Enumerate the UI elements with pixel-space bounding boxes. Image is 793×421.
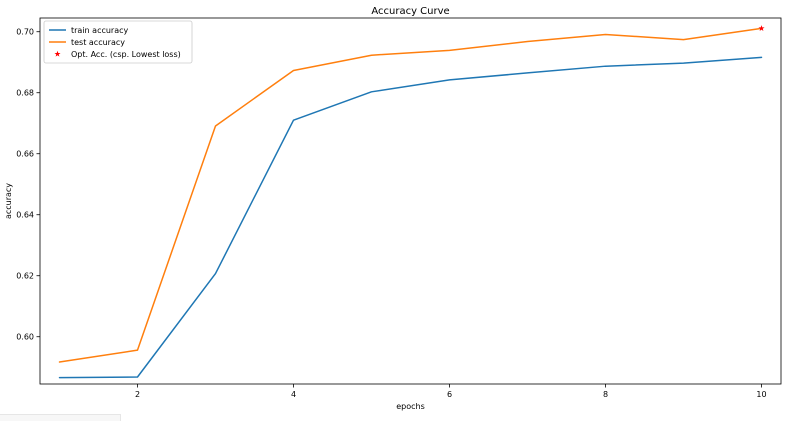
plot-frame [39, 17, 782, 385]
x-tick-label: 4 [291, 390, 296, 399]
legend-box [43, 20, 193, 64]
optimal-accuracy-marker [758, 25, 765, 31]
y-tick-label: 0.64 [16, 211, 34, 220]
x-tick-label: 10 [756, 390, 766, 399]
x-axis-label: epochs [396, 402, 425, 411]
markers [758, 25, 765, 31]
bottom-strip [0, 414, 121, 421]
series-line-test-accuracy [58, 27, 763, 363]
y-axis-label: accuracy [4, 183, 13, 219]
series-lines [58, 27, 763, 379]
legend-entry-label: train accuracy [71, 26, 129, 35]
y-axis-ticks: 0.60 0.62 0.64 0.66 0.68 0.70 [16, 28, 40, 342]
legend-entry-label: test accuracy [71, 38, 125, 47]
chart-title: Accuracy Curve [371, 6, 449, 17]
legend: train accuracy test accuracy Opt. Acc. (cs… [43, 20, 193, 64]
legend-entry-label: Opt. Acc. (csp. Lowest loss) [71, 50, 181, 59]
series-line-train-accuracy [58, 56, 763, 379]
y-tick-label: 0.70 [16, 28, 34, 37]
y-tick-label: 0.68 [16, 89, 34, 98]
y-tick-label: 0.66 [16, 150, 34, 159]
x-axis-ticks: 2 4 6 8 10 [135, 384, 767, 399]
x-tick-label: 2 [135, 390, 140, 399]
x-tick-label: 8 [603, 390, 608, 399]
y-tick-label: 0.62 [16, 272, 34, 281]
legend-marker-swatch [54, 50, 61, 57]
y-tick-label: 0.60 [16, 333, 34, 342]
x-tick-label: 6 [447, 390, 452, 399]
